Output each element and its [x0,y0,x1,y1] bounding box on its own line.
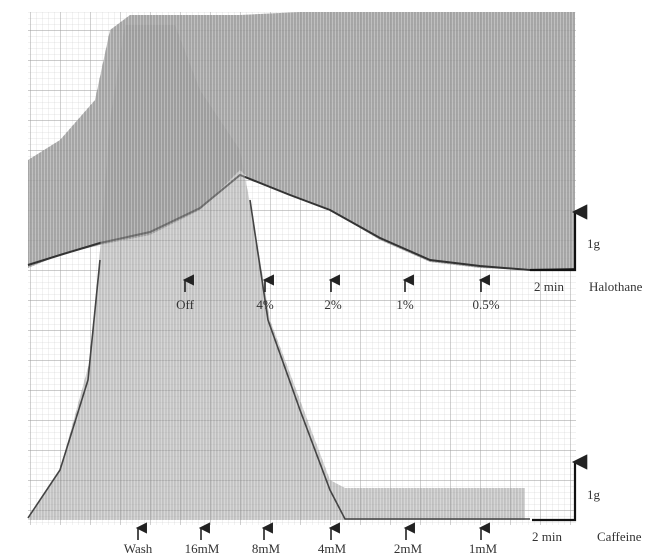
treatment-label: Caffeine [597,529,642,544]
scale-bar [530,204,588,272]
dose-label: 16mM [185,541,220,556]
halothane-arrows [182,274,490,292]
scale-force: 1g [587,236,601,251]
dose-label: Off [176,297,194,312]
dose-label: Wash [124,541,153,556]
dose-label: 4mM [318,541,347,556]
scale-time: 2 min [534,279,564,294]
caffeine-baseline [27,199,530,520]
dose-label: 2% [324,297,342,312]
caffeine-trace [28,25,525,520]
treatment-label: Halothane [589,279,643,294]
halothane-baseline [27,173,576,272]
scale-time: 2 min [532,529,562,544]
dose-label: 4% [256,297,274,312]
scale-bar [532,454,588,522]
dose-label: 1mM [469,541,498,556]
dose-label: 1% [396,297,414,312]
dose-label: 0.5% [472,297,499,312]
caffeine-arrows [135,522,490,540]
dose-label: 8mM [252,541,281,556]
scale-force: 1g [587,487,601,502]
dose-label: 2mM [394,541,423,556]
